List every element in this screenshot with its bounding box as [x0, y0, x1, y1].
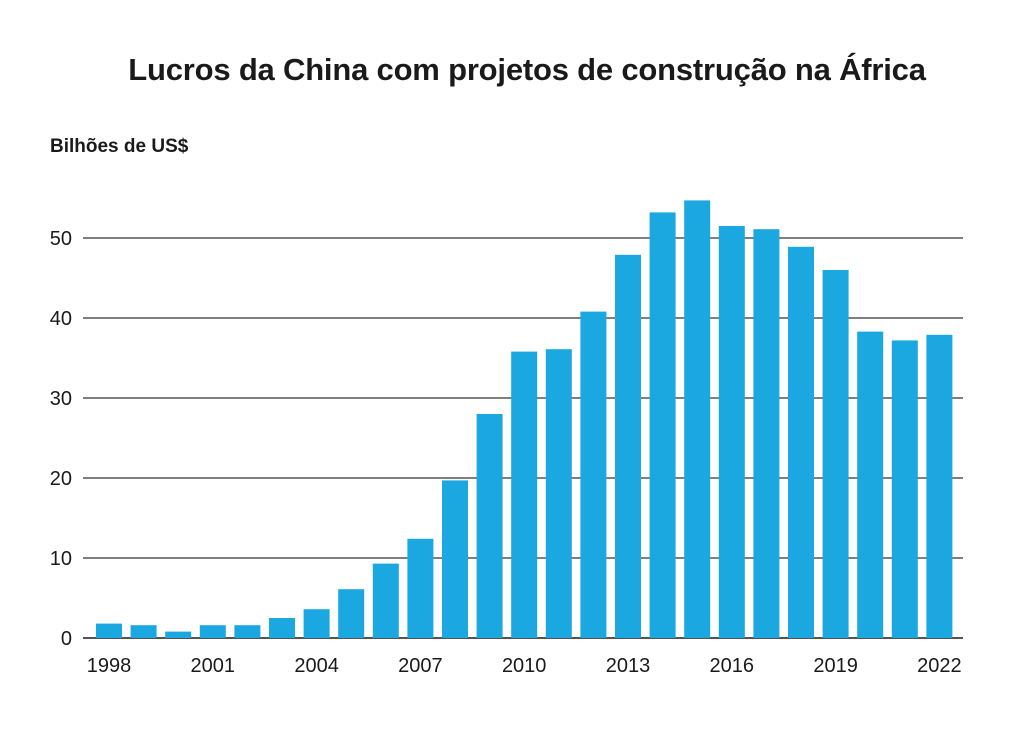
x-tick-label: 2019	[813, 655, 858, 677]
bar-2001	[199, 625, 226, 638]
bar-1998	[96, 623, 122, 638]
bars	[96, 200, 953, 639]
bar-2020	[857, 331, 884, 638]
chart-title: Lucros da China com projetos de construç…	[128, 52, 926, 87]
bar-2006	[372, 563, 399, 638]
bar-2022	[926, 334, 953, 638]
bar-2008	[442, 480, 468, 638]
y-tick-label: 30	[50, 388, 72, 410]
x-tick-label: 2001	[191, 655, 236, 677]
bar-2005	[338, 589, 365, 638]
bar-2003	[269, 618, 295, 638]
x-tick-label: 2004	[294, 655, 339, 677]
y-tick-label: 0	[61, 628, 72, 650]
bar-2011	[545, 349, 572, 638]
x-tick-label: 1998	[87, 655, 132, 677]
y-axis-ticks: 0 10 20 30 40 50	[50, 228, 72, 650]
bar-2019	[822, 270, 849, 638]
bar-2014	[649, 212, 676, 638]
bar-2009	[476, 414, 503, 638]
x-tick-label: 2022	[917, 655, 962, 677]
bar-2010	[511, 351, 538, 638]
bar-2016	[718, 226, 745, 638]
x-tick-label: 2010	[502, 655, 547, 677]
y-tick-label: 10	[50, 548, 72, 570]
x-tick-label: 2007	[398, 655, 443, 677]
y-tick-label: 50	[50, 228, 72, 250]
y-tick-label: 40	[50, 308, 72, 330]
bar-2017	[753, 229, 780, 638]
bar-2007	[407, 538, 434, 638]
y-tick-label: 20	[50, 468, 72, 490]
bar-2018	[788, 246, 814, 639]
x-tick-label: 2013	[606, 655, 651, 677]
bar-2015	[684, 200, 711, 638]
bar-2000	[165, 631, 192, 638]
bar-1999	[130, 625, 157, 638]
bar-2012	[580, 311, 607, 638]
bar-2013	[615, 254, 641, 639]
x-axis-ticks: 1998 2001 2004 2007 2010 2013 2016 2019 2022	[87, 655, 962, 677]
bar-2004	[303, 609, 330, 638]
y-axis-unit-label: Bilhões de US$	[50, 136, 189, 157]
bar-2002	[234, 625, 261, 638]
x-tick-label: 2016	[710, 655, 755, 677]
bar-2021	[891, 340, 918, 638]
